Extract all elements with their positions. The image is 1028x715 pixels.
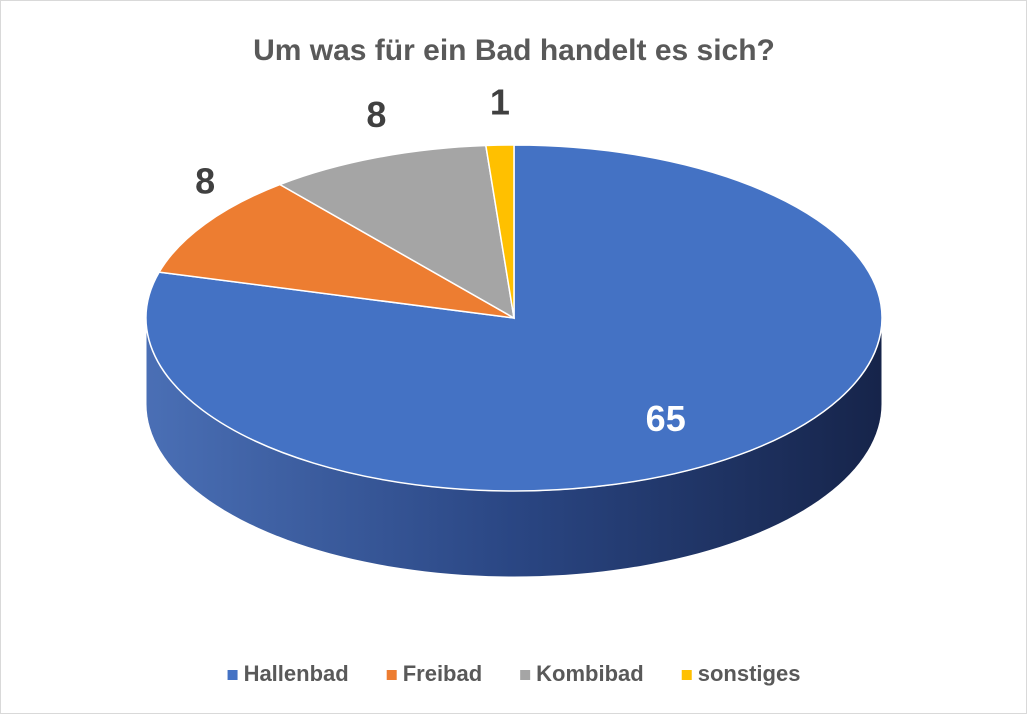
data-label: 1: [490, 82, 510, 123]
legend-label: Freibad: [403, 661, 482, 686]
data-label: 8: [195, 160, 215, 201]
slice: [278, 144, 515, 320]
legend-marker: [681, 670, 692, 680]
legend-marker: [520, 670, 531, 680]
slice: [484, 144, 515, 319]
legend-label: Hallenbad: [244, 661, 349, 686]
slice: [157, 183, 515, 319]
legend-marker: [227, 670, 238, 680]
chart-title: Um was für ein Bad handelt es sich?: [253, 34, 775, 67]
legend-label: sonstiges: [698, 661, 801, 686]
legend-label: Kombibad: [536, 661, 644, 686]
data-label: 8: [366, 94, 386, 135]
legend-marker: [386, 670, 397, 680]
data-label: 65: [646, 398, 686, 439]
slice: [145, 144, 883, 492]
